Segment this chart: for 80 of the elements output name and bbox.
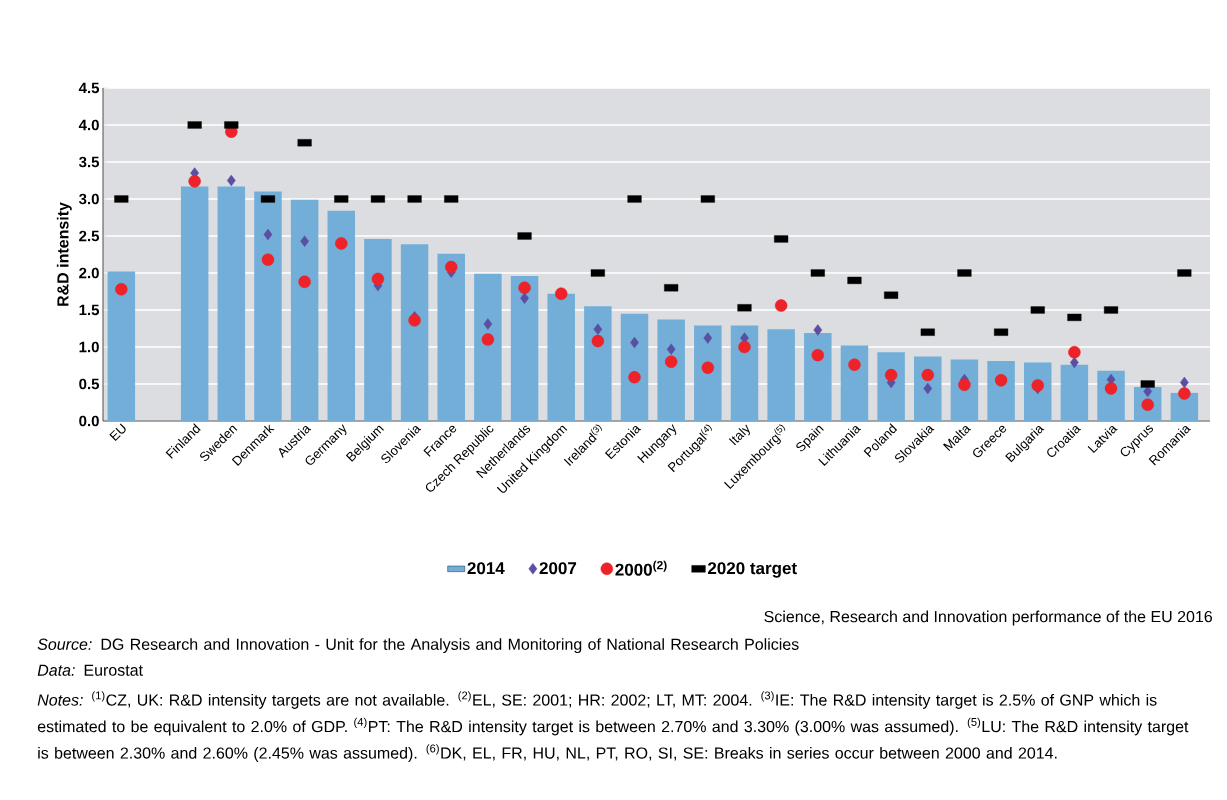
point bbox=[335, 237, 348, 250]
point bbox=[593, 323, 603, 335]
point bbox=[628, 371, 641, 384]
bar bbox=[840, 345, 869, 421]
point bbox=[738, 340, 751, 354]
point bbox=[1178, 387, 1191, 400]
point bbox=[774, 299, 788, 312]
y-tick-label: 0.5 bbox=[79, 378, 100, 390]
point bbox=[958, 378, 971, 391]
point bbox=[115, 283, 128, 296]
bar bbox=[1060, 364, 1089, 421]
y-tick-label: 0.0 bbox=[79, 415, 99, 427]
bar bbox=[620, 313, 649, 421]
point bbox=[408, 314, 421, 327]
bar bbox=[327, 210, 356, 421]
point bbox=[555, 287, 568, 300]
bar bbox=[730, 325, 759, 421]
point bbox=[923, 382, 933, 395]
point bbox=[263, 228, 273, 241]
bar bbox=[180, 186, 209, 421]
text: Source: DG Research and Innovation - Unit for the Analysis and Monitoring of National Research Policies bbox=[37, 638, 799, 654]
point bbox=[483, 318, 493, 330]
bar bbox=[1023, 362, 1052, 421]
text: Notes: $^{(1)}$CZ, UK: R&D intensity targets are not available. $^{(2)}$EL, SE: 2001; HR: 2002; LT, MT: 2004. $^{(3)}$IE: The R&D intensity target is 2.5% of GNP which is estimated to be equivalent to 2.0% of GDP. $^{(4)}$PT: The R&D intensity target is between 2.70% and 3.30% (3.00% was assumed). $^{(5)}$LU: The R&D intensity target is between 2.30% and 2.60% (2.45% was assumed). $^{(6)}$DK, EL, FR, HU, NL, PT, RO, SI, SE: Breaks in series occur between 2000 and 2014. bbox=[37, 691, 1189, 762]
y-tick-label: 1.5 bbox=[79, 304, 100, 316]
point bbox=[591, 334, 605, 348]
x-tick-label: EU bbox=[109, 423, 126, 442]
bar bbox=[437, 253, 465, 421]
bar bbox=[657, 319, 685, 421]
point bbox=[300, 235, 309, 247]
point bbox=[1068, 345, 1081, 359]
bar bbox=[950, 359, 979, 421]
legend-label: 2014 bbox=[467, 562, 505, 575]
point bbox=[520, 292, 529, 304]
bar bbox=[254, 191, 282, 421]
point bbox=[884, 368, 898, 382]
bar bbox=[584, 306, 612, 421]
bar bbox=[547, 293, 575, 421]
point bbox=[518, 281, 531, 294]
y-tick-label: 4.5 bbox=[78, 82, 100, 94]
legend-label: 2007 bbox=[539, 562, 577, 575]
y-tick-label: 4.0 bbox=[78, 119, 99, 131]
point bbox=[664, 355, 678, 368]
bar bbox=[804, 332, 832, 421]
point bbox=[701, 361, 715, 374]
bar bbox=[400, 244, 429, 421]
point bbox=[481, 333, 495, 346]
y-tick-label: 2.0 bbox=[79, 267, 99, 279]
bar bbox=[694, 325, 722, 421]
text: Data: Eurostat bbox=[37, 664, 143, 676]
text: Science, Research and Innovation performance of the EU 2016 bbox=[764, 610, 1213, 626]
point bbox=[298, 275, 311, 289]
point bbox=[994, 374, 1008, 387]
point bbox=[666, 343, 676, 355]
point bbox=[921, 368, 934, 382]
bar bbox=[877, 352, 905, 421]
bar bbox=[217, 186, 246, 421]
point bbox=[445, 260, 458, 274]
point bbox=[703, 332, 713, 344]
y-tick-label: 1.0 bbox=[79, 341, 99, 353]
point bbox=[813, 324, 823, 336]
point bbox=[226, 174, 236, 187]
y-tick-label: 2.5 bbox=[79, 230, 100, 242]
bar bbox=[767, 329, 795, 421]
point bbox=[848, 358, 861, 371]
bar bbox=[107, 271, 136, 421]
bar bbox=[987, 361, 1015, 421]
bar bbox=[474, 273, 502, 421]
point bbox=[371, 272, 385, 286]
y-axis-title: R&D intensity bbox=[56, 202, 72, 306]
bar bbox=[364, 238, 392, 421]
y-tick-label: 3.5 bbox=[78, 156, 100, 168]
point bbox=[261, 253, 275, 266]
y-tick-label: 3.0 bbox=[78, 193, 99, 205]
legend-label: 2000$^{(2)}$ bbox=[615, 560, 667, 576]
bar bbox=[510, 275, 539, 421]
bar bbox=[290, 199, 319, 421]
point bbox=[188, 175, 201, 188]
point bbox=[811, 348, 824, 362]
legend-label: 2020 target bbox=[707, 562, 797, 578]
